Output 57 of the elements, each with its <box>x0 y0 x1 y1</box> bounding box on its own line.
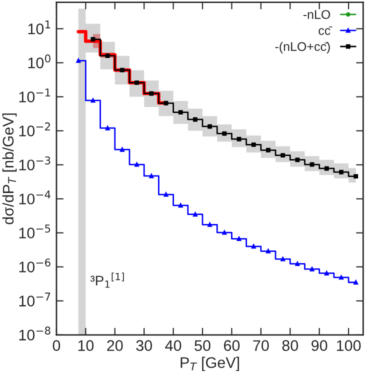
y-tick-label: 10$^{−3}$ <box>19 156 50 170</box>
point <box>164 192 168 197</box>
point <box>208 124 212 129</box>
y-tick-label: 10$^{−4}$ <box>19 190 50 204</box>
point <box>310 162 314 167</box>
point <box>208 222 212 227</box>
y-axis-title: dσ/dP$_{T}$ [nb/GeV] <box>2 113 17 224</box>
point <box>280 256 286 262</box>
point <box>192 117 198 122</box>
point <box>149 91 154 96</box>
x-tick-label: 80 <box>282 340 298 351</box>
point <box>222 230 227 235</box>
annotation: ³P$_{1}$$^{[1]}$ <box>90 272 124 288</box>
y-tick-label: 10$^{−5}$ <box>19 224 50 238</box>
y-tick-label: 10$^{−7}$ <box>19 292 50 306</box>
x-tick-label: 20 <box>107 340 123 351</box>
legend-label: cc̄ <box>318 26 332 35</box>
point <box>76 58 81 63</box>
point <box>90 98 96 103</box>
point <box>266 148 270 152</box>
point <box>105 54 110 58</box>
point <box>222 131 227 136</box>
x-tick-label: 90 <box>312 340 328 351</box>
x-axis-title: P$_{T}$ [GeV] <box>180 356 239 372</box>
x-tick-label: 50 <box>194 340 210 351</box>
point <box>339 170 344 174</box>
y-tick-label: 10$^{−2}$ <box>19 122 50 136</box>
legend-label: -nLO <box>303 10 330 19</box>
x-tick-label: 30 <box>136 340 152 351</box>
point <box>120 68 124 72</box>
point <box>266 248 270 254</box>
point <box>295 158 300 162</box>
x-tick-label: 60 <box>224 340 240 351</box>
x-tick-label: 0 <box>52 340 60 351</box>
y-tick-label: 10$^{−1}$ <box>19 88 50 102</box>
point <box>105 126 110 130</box>
y-tick-label: 10$^{−6}$ <box>19 258 50 272</box>
legend-label: -(nLO+cc̄) <box>275 42 330 54</box>
point <box>236 136 242 142</box>
point <box>178 110 183 115</box>
x-tick-label: 70 <box>253 340 269 351</box>
point <box>120 147 124 152</box>
point <box>354 174 358 179</box>
point <box>324 166 329 171</box>
y-tick-label: 10$^{1}$ <box>28 20 50 34</box>
point <box>251 142 256 147</box>
x-tick-label: 100 <box>336 340 361 351</box>
point <box>134 162 140 167</box>
point <box>164 100 168 106</box>
x-tick-label: 40 <box>165 340 182 351</box>
x-tick-label: 10 <box>78 340 94 351</box>
y-tick-label: 10$^{0}$ <box>28 54 50 68</box>
y-tick-label: 10$^{−8}$ <box>19 326 50 340</box>
point <box>280 153 286 158</box>
point <box>90 37 96 42</box>
point <box>134 80 140 85</box>
point <box>310 266 314 272</box>
